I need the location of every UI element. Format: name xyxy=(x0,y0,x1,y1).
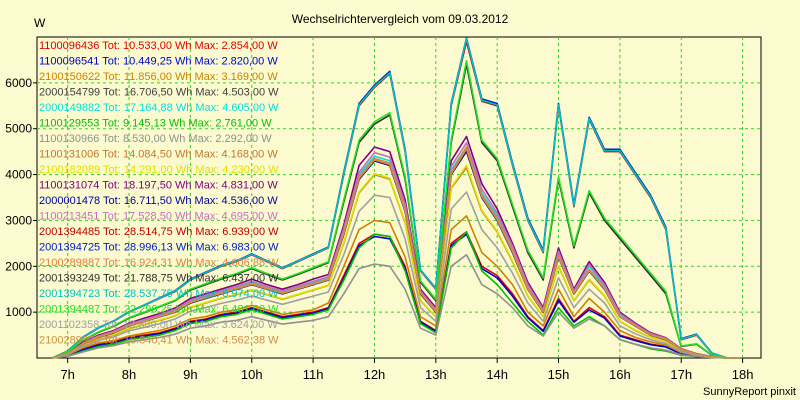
y-tick-label: 5000 xyxy=(5,122,32,136)
series-line-19 xyxy=(52,191,743,359)
legend-entry-14: 2001394725 Tot: 28.996,13 Wh Max: 6.983,… xyxy=(39,242,279,254)
x-tick-label: 13h xyxy=(425,367,447,382)
y-axis: 1000 2000 3000 4000 5000 6000 xyxy=(5,76,37,319)
x-tick-label: 14h xyxy=(486,367,508,382)
x-tick-label: 16h xyxy=(609,367,631,382)
legend-entry-11: 2000001478 Tot: 16.711,50 Wh Max: 4.536,… xyxy=(39,195,278,207)
series-line-1 xyxy=(52,231,743,359)
x-axis: 7h 8h 9h 10h 11h 12h 13h 14h 15h 16h 17h 18h xyxy=(60,358,753,382)
legend-entry-1: 1100096436 Tot: 10.533,00 Wh Max: 2.854,… xyxy=(39,40,278,52)
series-line-18 xyxy=(52,59,743,359)
series-line-12 xyxy=(52,142,743,359)
legend-entry-20: 2100289900 Tot: 16.840,41 Wh Max: 4.562,… xyxy=(39,335,279,347)
legend-entry-7: 1100130966 Tot: 8.530,00 Wh Max: 2.292,0… xyxy=(39,133,272,145)
y-tick-label: 2000 xyxy=(5,259,32,273)
x-tick-label: 10h xyxy=(241,367,263,382)
plot-area xyxy=(36,36,762,359)
legend-entry-10: 1100131074 Tot: 18.197,50 Wh Max: 4.831,… xyxy=(39,180,278,192)
legend-entry-12: 1100213451 Tot: 17.528,50 Wh Max: 4.695,… xyxy=(39,211,278,223)
y-tick-label: 3000 xyxy=(5,213,32,227)
legend-entry-8: 1100131006 Tot: 14.084,50 Wh Max: 4.168,… xyxy=(39,149,278,161)
legend-entry-15: 2100289887 Tot: 16.924,31 Wh Max: 4.606,… xyxy=(39,257,279,269)
series-line-7 xyxy=(52,254,743,359)
legend-entry-3: 2100150622 Tot: 11.856,00 Wh Max: 3.169,… xyxy=(39,71,278,83)
x-tick-label: 12h xyxy=(364,367,386,382)
legend: 1100096436 Tot: 10.533,00 Wh Max: 2.854,… xyxy=(39,40,279,347)
series-line-17 xyxy=(51,37,743,359)
x-tick-label: 11h xyxy=(303,367,324,382)
series-line-3 xyxy=(52,215,743,359)
y-axis-label: W xyxy=(34,16,46,30)
legend-entry-4: 2000154799 Tot: 16.706,50 Wh Max: 4.503,… xyxy=(39,87,279,99)
x-tick-label: 15h xyxy=(548,367,570,382)
legend-entry-6: 1100129553 Tot: 9.145,13 Wh Max: 2.761,0… xyxy=(39,118,272,130)
legend-entry-9: 2100182089 Tot: 14.291,00 Wh Max: 4.230,… xyxy=(39,164,279,176)
x-tick-label: 17h xyxy=(670,367,692,382)
legend-entry-2: 1100096541 Tot: 10.449,25 Wh Max: 2.820,… xyxy=(39,56,278,68)
chart-title: Wechselrichtervergleich vom 09.03.2012 xyxy=(291,12,509,26)
series-layer xyxy=(51,37,743,359)
legend-entry-13: 2001394485 Tot: 28.514,75 Wh Max: 6.939,… xyxy=(39,226,279,238)
x-tick-label: 7h xyxy=(60,367,74,382)
footer-credit: SunnyReport pinxit xyxy=(703,386,796,398)
x-tick-label: 8h xyxy=(122,367,136,382)
y-tick-label: 6000 xyxy=(5,76,32,90)
x-tick-label: 9h xyxy=(183,367,197,382)
legend-entry-5: 2000149882 Tot: 17.164,88 Wh Max: 4.605,… xyxy=(39,102,279,114)
x-tick-label: 18h xyxy=(732,367,754,382)
legend-entry-18: 2001394487 Tot: 22.290,25 Wh Max: 6.481,… xyxy=(39,304,279,316)
series-line-9 xyxy=(52,164,743,359)
series-line-20 xyxy=(52,148,743,359)
legend-entry-17: 2001394723 Tot: 28.537,75 Wh Max: 6.974,… xyxy=(39,288,279,300)
legend-entry-16: 2001393249 Tot: 21.788,75 Wh Max: 6.437,… xyxy=(39,273,279,285)
series-line-10 xyxy=(52,135,743,359)
y-tick-label: 1000 xyxy=(5,305,32,319)
y-tick-label: 4000 xyxy=(5,168,32,182)
legend-entry-19: 2001102358 Tot: 13.889,00 Wh Max: 3.624,… xyxy=(39,319,278,331)
